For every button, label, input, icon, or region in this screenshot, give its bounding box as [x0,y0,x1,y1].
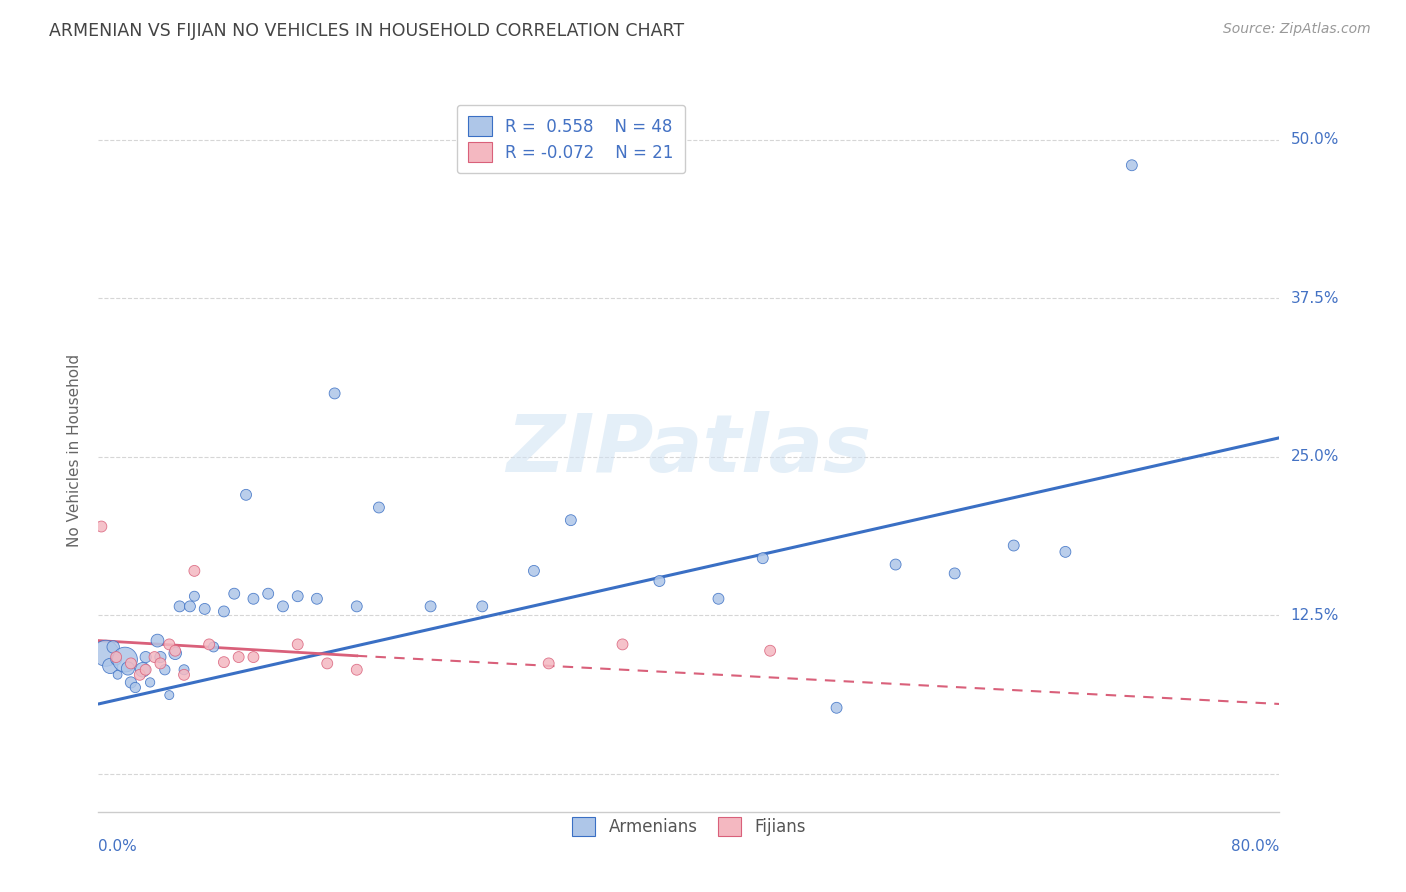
Point [165,644,187,658]
Point [707,591,730,606]
Point [120,657,142,671]
Point [287,637,309,651]
Text: 80.0%: 80.0% [1232,839,1279,855]
Point [194,602,217,616]
Point [752,551,775,566]
Text: 12.5%: 12.5% [1291,607,1339,623]
Text: 37.5%: 37.5% [1291,291,1339,306]
Point [179,599,201,614]
Point [212,604,235,618]
Point [103,640,125,654]
Point [271,599,294,614]
Point [173,663,195,677]
Point [139,675,162,690]
Point [537,657,560,671]
Point [183,589,205,603]
Point [117,661,139,675]
Point [183,564,205,578]
Point [224,587,246,601]
Point [1054,545,1077,559]
Text: 25.0%: 25.0% [1291,450,1339,465]
Legend: Armenians, Fijians: Armenians, Fijians [565,811,813,843]
Text: ZIPatlas: ZIPatlas [506,411,872,490]
Point [173,668,195,682]
Point [149,650,172,665]
Point [242,650,264,665]
Point [135,663,157,677]
Point [149,657,172,671]
Point [198,637,221,651]
Point [943,566,966,581]
Point [135,650,157,665]
Point [114,652,136,666]
Point [94,646,117,660]
Point [368,500,391,515]
Text: Source: ZipAtlas.com: Source: ZipAtlas.com [1223,22,1371,37]
Point [825,700,848,714]
Point [1002,539,1025,553]
Text: 50.0%: 50.0% [1291,132,1339,147]
Point [146,633,169,648]
Point [107,668,129,682]
Point [124,681,146,695]
Point [128,668,150,682]
Point [157,688,180,702]
Text: 0.0%: 0.0% [98,839,138,855]
Point [143,650,166,665]
Point [132,663,155,677]
Point [98,659,121,673]
Point [305,591,328,606]
Point [419,599,441,614]
Point [169,599,191,614]
Point [153,663,176,677]
Y-axis label: No Vehicles in Household: No Vehicles in Household [67,354,83,547]
Text: ARMENIAN VS FIJIAN NO VEHICLES IN HOUSEHOLD CORRELATION CHART: ARMENIAN VS FIJIAN NO VEHICLES IN HOUSEH… [49,22,685,40]
Point [346,599,368,614]
Point [165,646,187,660]
Point [346,663,368,677]
Point [612,637,634,651]
Point [523,564,546,578]
Point [560,513,582,527]
Point [105,650,128,665]
Point [287,589,309,603]
Point [323,386,346,401]
Point [202,640,225,654]
Point [884,558,907,572]
Point [316,657,339,671]
Point [471,599,494,614]
Point [105,652,128,666]
Point [120,675,142,690]
Point [759,644,782,658]
Point [242,591,264,606]
Point [648,574,671,588]
Point [228,650,250,665]
Point [90,519,112,533]
Point [212,655,235,669]
Point [257,587,280,601]
Point [1121,158,1143,172]
Point [235,488,257,502]
Point [157,637,180,651]
